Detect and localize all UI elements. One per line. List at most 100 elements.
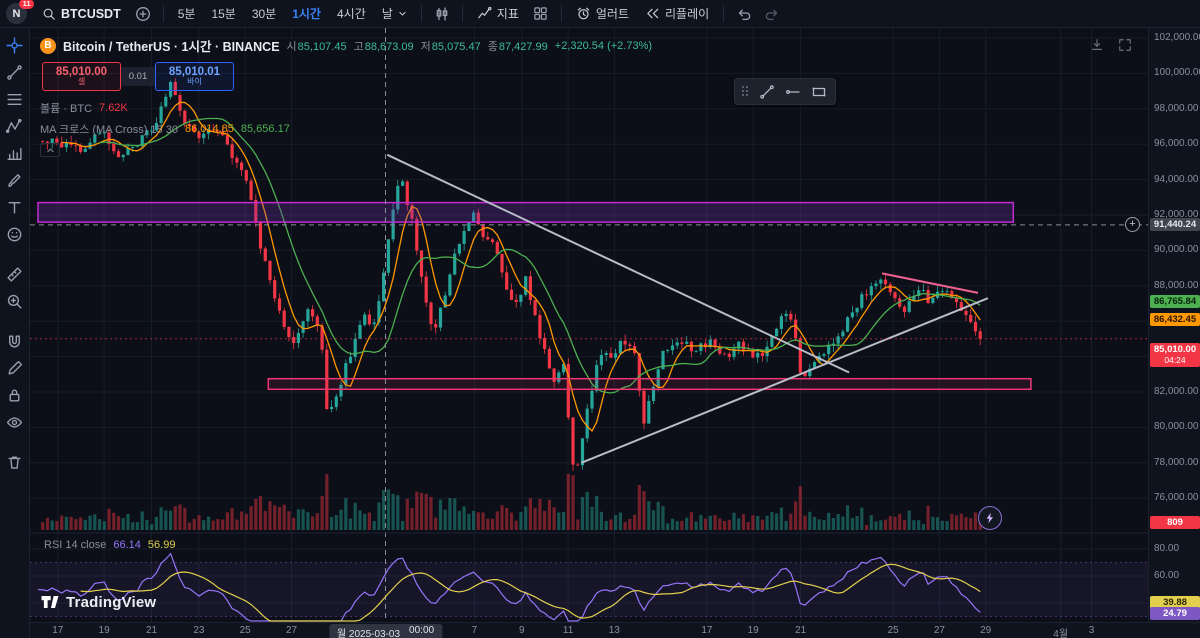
chevron-down-icon bbox=[399, 11, 406, 16]
time-axis-label: 11 bbox=[562, 625, 574, 636]
ma-slow-value: 85,656.17 bbox=[240, 123, 290, 135]
plus-circle-icon bbox=[135, 6, 150, 21]
download-arrow-icon bbox=[1092, 39, 1102, 50]
interval-1d[interactable]: 날 bbox=[375, 2, 414, 25]
tradingview-watermark[interactable]: TradingView bbox=[40, 592, 156, 612]
emoji-tool[interactable] bbox=[3, 222, 27, 246]
fib-retracement-tool[interactable] bbox=[3, 87, 27, 111]
price-axis-label: 96,000.00 bbox=[1154, 138, 1199, 150]
sell-button[interactable]: 85,010.00 셀 bbox=[42, 62, 121, 91]
time-axis-label: 23 bbox=[193, 625, 205, 636]
edit-tool[interactable] bbox=[3, 356, 27, 380]
buy-button[interactable]: 85,010.01 바이 bbox=[155, 62, 234, 91]
alert-plus-icon[interactable]: + bbox=[1125, 217, 1140, 233]
ma-cross-label: MA 크로스 (MA Cross) 15 30 bbox=[40, 124, 178, 136]
chart-legend: B Bitcoin / TetherUS · 1시간 · BINANCE 시85… bbox=[40, 36, 652, 157]
xabcd-pattern-icon bbox=[6, 118, 22, 133]
time-axis-label: 25 bbox=[239, 625, 251, 636]
time-axis-label: 19 bbox=[747, 625, 759, 636]
price-axis-label: 90,000.00 bbox=[1154, 244, 1199, 256]
brush-icon bbox=[8, 173, 21, 187]
brush-tool[interactable] bbox=[3, 168, 27, 192]
fib-retracement-icon bbox=[7, 93, 22, 105]
price-axis[interactable]: 102,000.00 100,000.00 98,000.00 96,000.00 94… bbox=[1148, 28, 1200, 622]
layout-grid-button[interactable] bbox=[528, 3, 554, 25]
rsi-signal-badge: 39.88 bbox=[1150, 596, 1200, 610]
pane-maximize-button[interactable] bbox=[1116, 37, 1134, 53]
volume-value: 7.62K bbox=[99, 102, 128, 114]
symbol-row: B Bitcoin / TetherUS · 1시간 · BINANCE 시85… bbox=[40, 36, 652, 55]
tradingview-label: TradingView bbox=[66, 593, 157, 611]
replay-icon bbox=[647, 8, 659, 19]
symbol-name: BTCUSDT bbox=[61, 6, 121, 21]
pane-controls bbox=[1088, 37, 1134, 53]
volume-row[interactable]: 볼륨 · BTC 7.62K bbox=[40, 100, 652, 116]
forecast-icon bbox=[7, 147, 22, 160]
rsi-legend[interactable]: RSI 14 close 66.14 56.99 bbox=[44, 539, 175, 551]
divider bbox=[162, 5, 164, 22]
text-tool[interactable] bbox=[3, 195, 27, 219]
rsi-value-badge: 24.79 bbox=[1150, 607, 1200, 620]
drag-handle[interactable] bbox=[739, 85, 753, 98]
trendline-draw-button[interactable] bbox=[755, 81, 779, 103]
crosshair-icon bbox=[6, 36, 23, 54]
lightning-button[interactable] bbox=[978, 506, 1002, 530]
zoom-tool[interactable] bbox=[3, 289, 27, 313]
alert-button[interactable]: 얼러트 bbox=[569, 2, 636, 25]
redo-button[interactable] bbox=[759, 3, 785, 25]
magnet-tool[interactable] bbox=[3, 329, 27, 353]
lock-tool[interactable] bbox=[3, 383, 27, 407]
search-icon bbox=[43, 8, 55, 20]
time-axis-label: 29 bbox=[980, 625, 992, 636]
interval-15m[interactable]: 15분 bbox=[211, 7, 236, 21]
sell-price: 85,010.00 bbox=[55, 66, 108, 79]
indicators-button[interactable]: 지표 bbox=[470, 2, 526, 25]
time-axis-label: 27 bbox=[933, 625, 945, 636]
ma-slow-value-badge: 86,765.84 bbox=[1150, 294, 1200, 308]
symbol-search[interactable]: BTCUSDT bbox=[35, 4, 128, 24]
hide-drawings-tool[interactable] bbox=[3, 410, 27, 434]
pane-collapse-button[interactable] bbox=[1088, 37, 1106, 53]
chart-area: B Bitcoin / TetherUS · 1시간 · BINANCE 시85… bbox=[30, 28, 1148, 622]
alert-line-badge: 91,440.24 bbox=[1150, 217, 1200, 231]
lightning-icon bbox=[986, 512, 993, 524]
replay-button[interactable]: 리플레이 bbox=[638, 2, 716, 25]
price-axis-label: 82,000.00 bbox=[1154, 386, 1199, 397]
rectangle-draw-button[interactable] bbox=[807, 81, 831, 103]
remove-drawings-tool[interactable] bbox=[3, 450, 27, 474]
replay-label: 리플레이 bbox=[665, 7, 710, 21]
ruler-tool[interactable] bbox=[3, 262, 27, 286]
undo-button[interactable] bbox=[731, 3, 757, 25]
trendline-tool[interactable] bbox=[3, 60, 27, 84]
price-chart[interactable] bbox=[30, 28, 1148, 622]
horizontal-ray-button[interactable] bbox=[781, 81, 805, 103]
rectangle-icon bbox=[812, 87, 826, 96]
interval-5m[interactable]: 5분 bbox=[177, 7, 196, 21]
collapse-indicators-button[interactable] bbox=[40, 143, 60, 157]
chart-style-button[interactable] bbox=[429, 3, 455, 25]
symbol-title[interactable]: Bitcoin / TetherUS · 1시간 · BINANCE bbox=[63, 40, 280, 54]
last-price-badge: 85,010.00 04:24 bbox=[1150, 342, 1200, 367]
rsi-value: 66.14 bbox=[113, 539, 141, 551]
crosshair-tool[interactable] bbox=[3, 33, 27, 57]
redo-icon bbox=[765, 9, 778, 20]
time-axis[interactable]: 월 2025-03-03 00:00 17 19 21 23 25 27 7 9 11 13 17 1… bbox=[30, 622, 1200, 638]
interval-4h[interactable]: 4시간 bbox=[336, 7, 366, 21]
time-axis-label: 19 bbox=[98, 625, 110, 636]
rsi-signal-value: 56.99 bbox=[147, 539, 176, 551]
user-initial: N bbox=[12, 7, 21, 20]
forecast-tool[interactable] bbox=[3, 141, 27, 165]
time-axis-label: 21 bbox=[145, 625, 158, 636]
pencil-icon bbox=[8, 360, 23, 375]
interval-30m[interactable]: 30분 bbox=[251, 7, 277, 21]
avatar[interactable]: N 11 bbox=[6, 0, 34, 24]
compare-add-button[interactable] bbox=[130, 3, 156, 25]
ma-fast-value: 86,014.85 bbox=[184, 123, 234, 135]
text-icon bbox=[8, 201, 21, 214]
ohlc-close: 종87,427.99 bbox=[487, 40, 548, 53]
grid-layout-icon bbox=[534, 7, 548, 20]
interval-1h[interactable]: 1시간 bbox=[292, 7, 321, 21]
pattern-tool[interactable] bbox=[3, 114, 27, 138]
tradingview-logo-icon bbox=[41, 596, 59, 608]
ma-cross-row[interactable]: MA 크로스 (MA Cross) 15 30 86,014.85 85,656… bbox=[40, 121, 652, 137]
